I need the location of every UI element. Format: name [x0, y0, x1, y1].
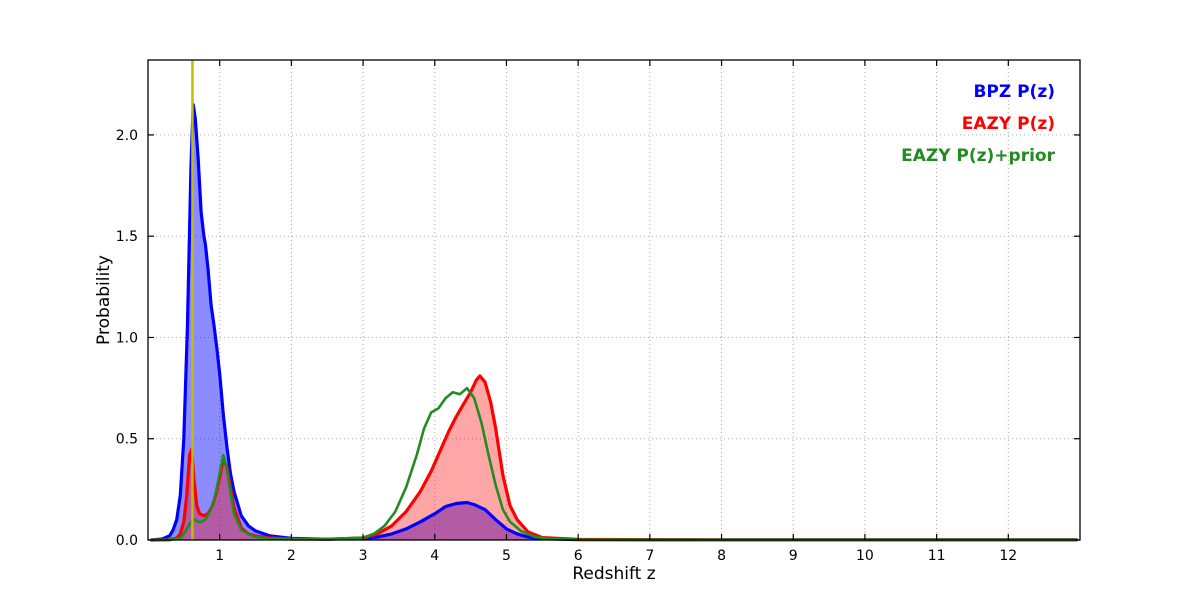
series-fill: [151, 375, 1077, 540]
series-line: [150, 103, 1078, 542]
legend-item-bpz: BPZ P(z): [973, 82, 1055, 102]
y-tick-label: 2.0: [116, 128, 138, 144]
x-axis-label: Redshift z: [572, 564, 656, 584]
x-tick-label: 12: [999, 548, 1017, 564]
series-fill: [151, 104, 1077, 540]
x-tick-label: 5: [502, 548, 511, 564]
y-axis-label: Probability: [94, 255, 114, 345]
legend-item-eazy: EAZY P(z): [961, 114, 1055, 134]
legend: BPZ P(z) EAZY P(z) EAZY P(z)+prior: [901, 82, 1055, 166]
series-line: [150, 386, 1078, 542]
x-tick-label: 6: [574, 548, 583, 564]
x-tick-label: 2: [287, 548, 296, 564]
x-tick-label: 3: [359, 548, 368, 564]
x-tick-label: 11: [928, 548, 946, 564]
y-tick-label: 1.5: [116, 229, 138, 245]
x-tick-label: 1: [215, 548, 224, 564]
plot-frame: [147, 59, 1081, 541]
y-tick-label: 1.0: [116, 330, 138, 346]
x-tick-label: 9: [789, 548, 798, 564]
x-tick-label: 10: [856, 548, 874, 564]
y-tick-label: 0.0: [116, 533, 138, 549]
x-tick-label: 4: [430, 548, 439, 564]
legend-item-eazy-prior: EAZY P(z)+prior: [901, 146, 1055, 166]
y-tick-label: 0.5: [116, 432, 138, 448]
x-tick-label: 7: [645, 548, 654, 564]
x-tick-label: 8: [717, 548, 726, 564]
series-line: [150, 374, 1078, 542]
